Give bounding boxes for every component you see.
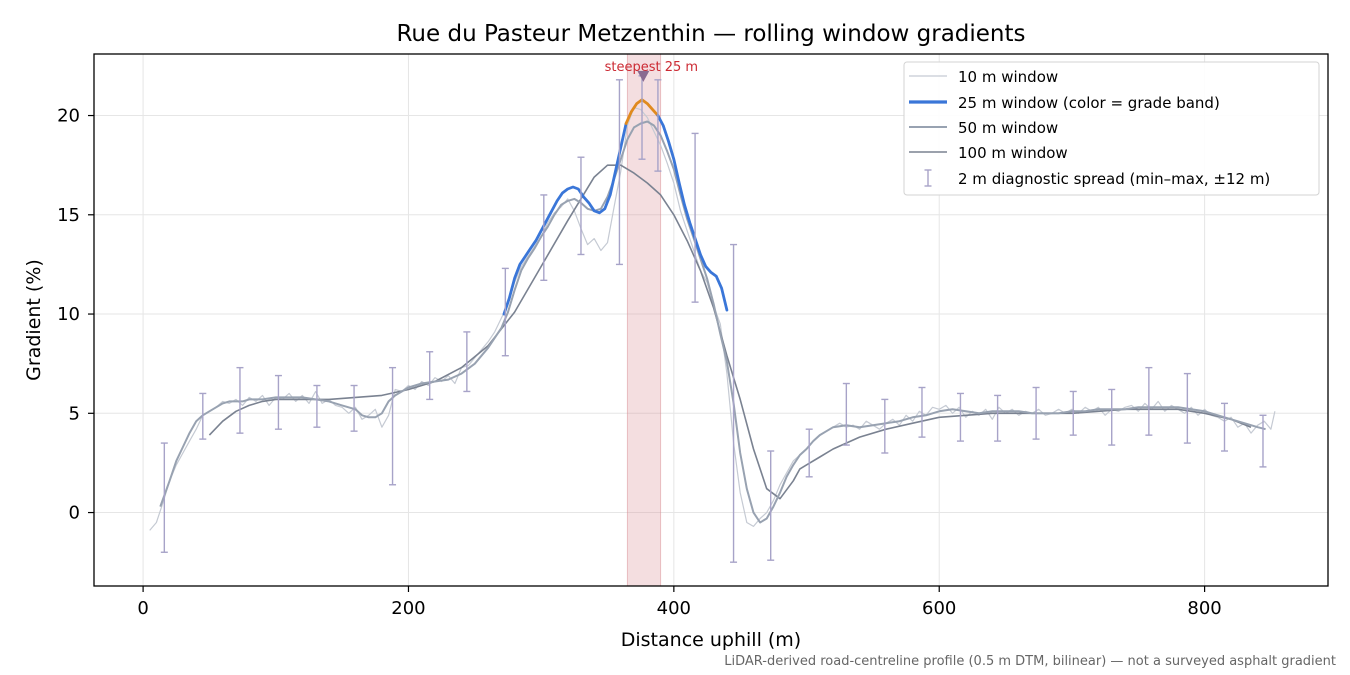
errorbar-12 (615, 79, 623, 266)
steepest-marker (637, 70, 650, 82)
errorbar-18 (805, 428, 813, 478)
legend-label-errorbar: 2 m diagnostic spread (min–max, ±12 m) (958, 170, 1270, 188)
y-tick-label: 15 (57, 205, 80, 226)
errorbar-22 (956, 392, 964, 442)
errorbar-9 (501, 267, 509, 357)
y-axis-label: Gradient (%) (23, 259, 45, 381)
legend-label-25m: 25 m window (color = grade band) (958, 94, 1220, 112)
errorbar-14 (654, 79, 662, 172)
errorbar-25 (1069, 390, 1077, 436)
errorbar-26 (1108, 388, 1116, 446)
errorbar-23 (994, 394, 1002, 442)
errorbar-28 (1183, 372, 1191, 444)
errorbar-11 (577, 156, 585, 256)
x-tick-label: 600 (922, 598, 956, 619)
legend-swatch-errorbar (924, 169, 932, 187)
errorbar-15 (691, 132, 699, 303)
series-25m-segment-0 (502, 122, 628, 316)
errorbar-2 (236, 366, 244, 434)
plot-frame (93, 53, 1329, 587)
y-axis-ticks: 0 5 10 15 20 (57, 106, 94, 524)
errorbar-24 (1032, 386, 1040, 440)
errorbars (160, 75, 1267, 563)
errorbar-1 (199, 392, 207, 440)
errorbar-5 (350, 384, 358, 432)
x-axis-ticks: 0 200 400 600 800 (137, 586, 1222, 619)
legend-box (903, 61, 1320, 196)
legend-label-50m: 50 m window (958, 119, 1058, 137)
errorbar-8 (463, 331, 471, 393)
footnote: LiDAR-derived road-centreline profile (0… (724, 654, 1336, 669)
chart-title: Rue du Pasteur Metzenthin — rolling wind… (396, 21, 1025, 47)
x-tick-label: 800 (1187, 598, 1221, 619)
legend: 10 m window 25 m window (color = grade b… (903, 61, 1320, 196)
errorbar-17 (767, 450, 775, 561)
errorbar-16 (730, 243, 738, 563)
series-25m-segment-2 (656, 114, 729, 312)
y-tick-label: 0 (69, 503, 80, 524)
y-tick-label: 5 (69, 403, 80, 424)
x-tick-label: 0 (137, 598, 148, 619)
errorbar-21 (918, 386, 926, 438)
errorbar-20 (881, 398, 889, 454)
x-tick-label: 400 (657, 598, 691, 619)
errorbar-27 (1145, 366, 1153, 436)
errorbar-0 (160, 442, 168, 553)
steepest-label: steepest 25 m (605, 60, 698, 75)
errorbar-4 (313, 384, 321, 428)
legend-label-100m: 100 m window (958, 144, 1068, 162)
errorbar-3 (274, 374, 282, 430)
x-axis-label: Distance uphill (m) (621, 629, 801, 651)
errorbar-10 (540, 194, 548, 281)
errorbar-6 (389, 366, 397, 486)
errorbar-29 (1221, 402, 1229, 452)
y-tick-label: 10 (57, 304, 80, 325)
errorbar-7 (426, 351, 434, 401)
errorbar-30 (1259, 414, 1267, 468)
legend-label-10m: 10 m window (958, 68, 1058, 86)
x-tick-label: 200 (391, 598, 425, 619)
y-tick-label: 20 (57, 106, 80, 127)
errorbar-19 (842, 382, 850, 446)
